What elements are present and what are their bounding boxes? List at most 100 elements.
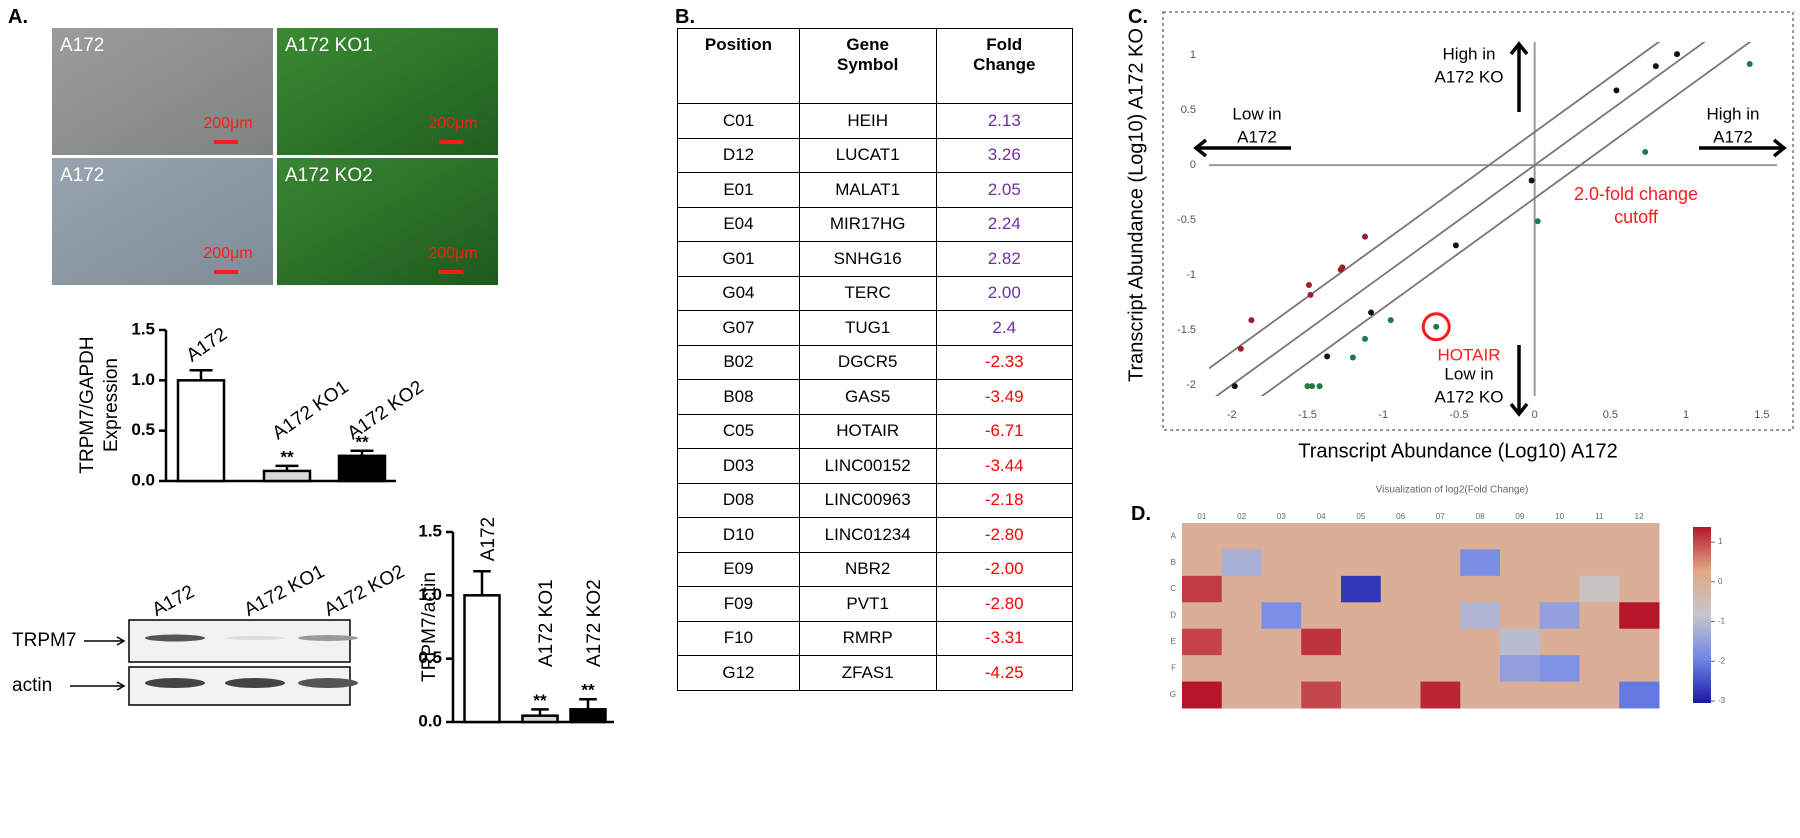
annotation: 2.0-fold change <box>1574 184 1698 204</box>
heatmap-cell <box>1261 628 1302 656</box>
x-tick-label: -0.5 <box>1449 409 1468 421</box>
blot-arrow <box>70 681 126 691</box>
annotation: Low in <box>1232 104 1281 123</box>
column-label: 03 <box>1277 512 1286 521</box>
table-cell: -2.18 <box>935 482 1073 518</box>
scatter-point <box>1231 383 1238 390</box>
lane-label: A172 KO1 <box>241 561 328 621</box>
heatmap-cell <box>1619 628 1660 656</box>
x-tick-label: 0 <box>1532 409 1538 421</box>
table-cell: HEIH <box>798 103 937 139</box>
scatter-point <box>1305 281 1312 288</box>
annotation: A172 KO <box>1435 387 1504 406</box>
table-header: Fold Change <box>935 28 1073 104</box>
image-label: A172 KO2 <box>285 165 373 186</box>
table-cell: D03 <box>677 448 800 484</box>
heatmap-cell <box>1460 655 1501 683</box>
table-cell: D08 <box>677 482 800 518</box>
micrograph <box>52 28 273 155</box>
x-tick-label: -1.5 <box>1298 409 1317 421</box>
heatmap-cell <box>1579 681 1620 709</box>
table-cell: C05 <box>677 413 800 449</box>
lane-label: A172 <box>149 581 198 620</box>
table-row: D03 LINC00152 -3.44 <box>677 448 1073 484</box>
panel-label: C. <box>1128 6 1148 28</box>
blot-band <box>225 678 285 688</box>
significance: ** <box>581 681 595 700</box>
heatmap-cell <box>1221 523 1262 550</box>
error-bar <box>579 697 597 710</box>
cutoff-line <box>1215 42 1706 396</box>
scatter-point <box>1362 233 1369 240</box>
heatmap-cell <box>1579 549 1620 577</box>
table-cell: -6.71 <box>935 413 1073 449</box>
heatmap-cell <box>1460 602 1501 630</box>
heatmap-cell <box>1182 602 1223 630</box>
error-bar <box>189 369 213 381</box>
table-row: C01 HEIH 2.13 <box>677 103 1073 139</box>
colorbar-tick-label: -2 <box>1718 656 1726 665</box>
image-label: A172 <box>60 35 104 56</box>
column-label: 06 <box>1396 512 1405 521</box>
x-tick-label: 1 <box>1683 409 1689 421</box>
table-row: D08 LINC00963 -2.18 <box>677 482 1073 518</box>
table-cell: F09 <box>677 586 800 622</box>
x-tick-label: -1 <box>1378 409 1388 421</box>
heatmap-cell <box>1420 655 1461 683</box>
heatmap-cell <box>1420 575 1461 603</box>
scatter-point <box>1674 51 1681 58</box>
blot-arrow <box>84 636 126 646</box>
row-label: B <box>1171 558 1176 567</box>
table-row: D12 LUCAT1 3.26 <box>677 137 1073 173</box>
error-bar <box>531 708 549 716</box>
heatmap-cell <box>1539 628 1580 656</box>
heatmap-cell <box>1460 681 1501 709</box>
image-label: A172 <box>60 165 104 186</box>
scale-bar-label: 200μm <box>203 245 252 262</box>
bar <box>176 379 226 483</box>
heatmap-cell <box>1539 602 1580 630</box>
arrow <box>1509 345 1529 417</box>
table-row: G07 TUG1 2.4 <box>677 310 1073 346</box>
table-row: E01 MALAT1 2.05 <box>677 172 1073 208</box>
annotation: cutoff <box>1614 207 1659 227</box>
heatmap-cell <box>1380 575 1421 603</box>
category-label: A172 <box>478 517 499 561</box>
heatmap-cell <box>1221 681 1262 709</box>
row-label: F <box>1171 663 1176 672</box>
table-header: Position <box>677 28 800 104</box>
column-label: 11 <box>1595 512 1604 521</box>
column-label: 01 <box>1197 512 1206 521</box>
scatter-point <box>1433 323 1440 330</box>
table-row: E09 NBR2 -2.00 <box>677 551 1073 587</box>
heatmap-cell <box>1579 602 1620 630</box>
y-tick-label: 0.5 <box>1181 104 1196 116</box>
blot-band <box>145 678 205 688</box>
scatter-point <box>1349 354 1356 361</box>
table-cell: MIR17HG <box>798 206 937 242</box>
table-cell: RMRP <box>798 620 937 656</box>
scatter-point <box>1746 60 1753 67</box>
significance: ** <box>355 432 369 451</box>
highlight-circle <box>1421 312 1451 342</box>
scatter-point <box>1237 345 1244 352</box>
heatmap-cell <box>1341 655 1382 683</box>
table-cell: D12 <box>677 137 800 173</box>
blot-band <box>225 636 285 640</box>
heatmap-cell <box>1500 628 1541 656</box>
table-row: G12 ZFAS1 -4.25 <box>677 655 1073 691</box>
colorbar <box>1693 527 1711 703</box>
table-row: G01 SNHG16 2.82 <box>677 241 1073 277</box>
table-cell: -2.33 <box>935 344 1073 380</box>
error-bar <box>473 570 491 596</box>
blot-band <box>298 678 358 688</box>
annotation: A172 <box>1237 127 1277 146</box>
heatmap-cell <box>1420 523 1461 550</box>
heatmap-cell <box>1301 523 1342 550</box>
row-label: C <box>1170 584 1176 593</box>
y-tick-label: 1 <box>1190 49 1196 61</box>
arrow <box>1193 138 1291 158</box>
heatmap-cell <box>1500 602 1541 630</box>
heatmap-cell <box>1420 602 1461 630</box>
